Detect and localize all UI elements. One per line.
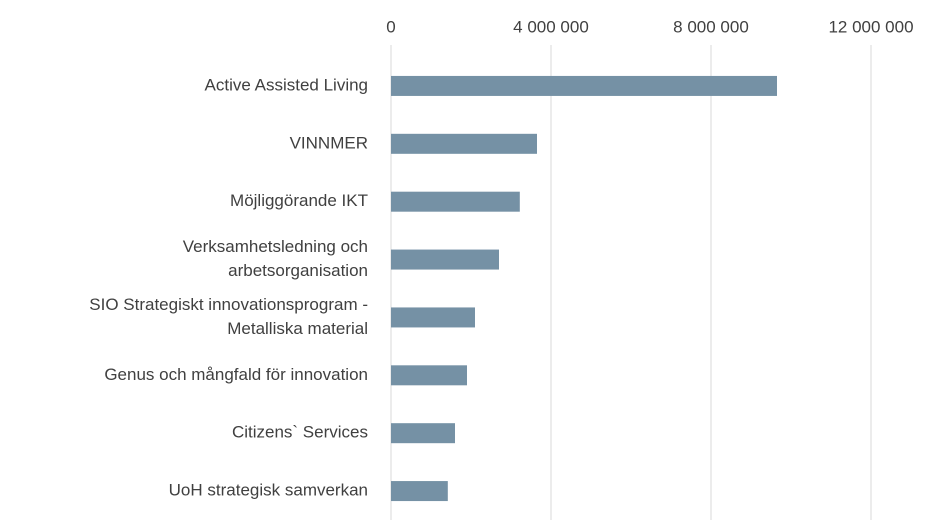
bar <box>391 423 455 444</box>
bar <box>391 75 777 96</box>
x-tick-label: 4 000 000 <box>513 17 589 36</box>
y-tick-label: SIO Strategiskt innovationsprogram - <box>89 295 368 314</box>
bar <box>391 365 467 386</box>
bar <box>391 133 537 154</box>
y-tick-label: Citizens` Services <box>232 423 368 442</box>
bar <box>391 481 448 502</box>
y-tick-label: arbetsorganisation <box>228 261 368 280</box>
bar <box>391 249 499 270</box>
y-tick-label: Verksamhetsledning och <box>183 237 368 256</box>
x-tick-label: 0 <box>386 17 395 36</box>
y-tick-label: Genus och mångfald för innovation <box>104 365 368 384</box>
y-tick-label: Active Assisted Living <box>205 75 368 94</box>
bar <box>391 307 475 328</box>
y-tick-label: VINNMER <box>290 133 368 152</box>
y-tick-label: UoH strategisk samverkan <box>169 481 368 500</box>
x-tick-label: 12 000 000 <box>828 17 913 36</box>
bar <box>391 191 520 212</box>
y-tick-label: Möjliggörande IKT <box>230 191 368 210</box>
y-tick-label: Metalliska material <box>227 319 368 338</box>
x-tick-label: 8 000 000 <box>673 17 749 36</box>
